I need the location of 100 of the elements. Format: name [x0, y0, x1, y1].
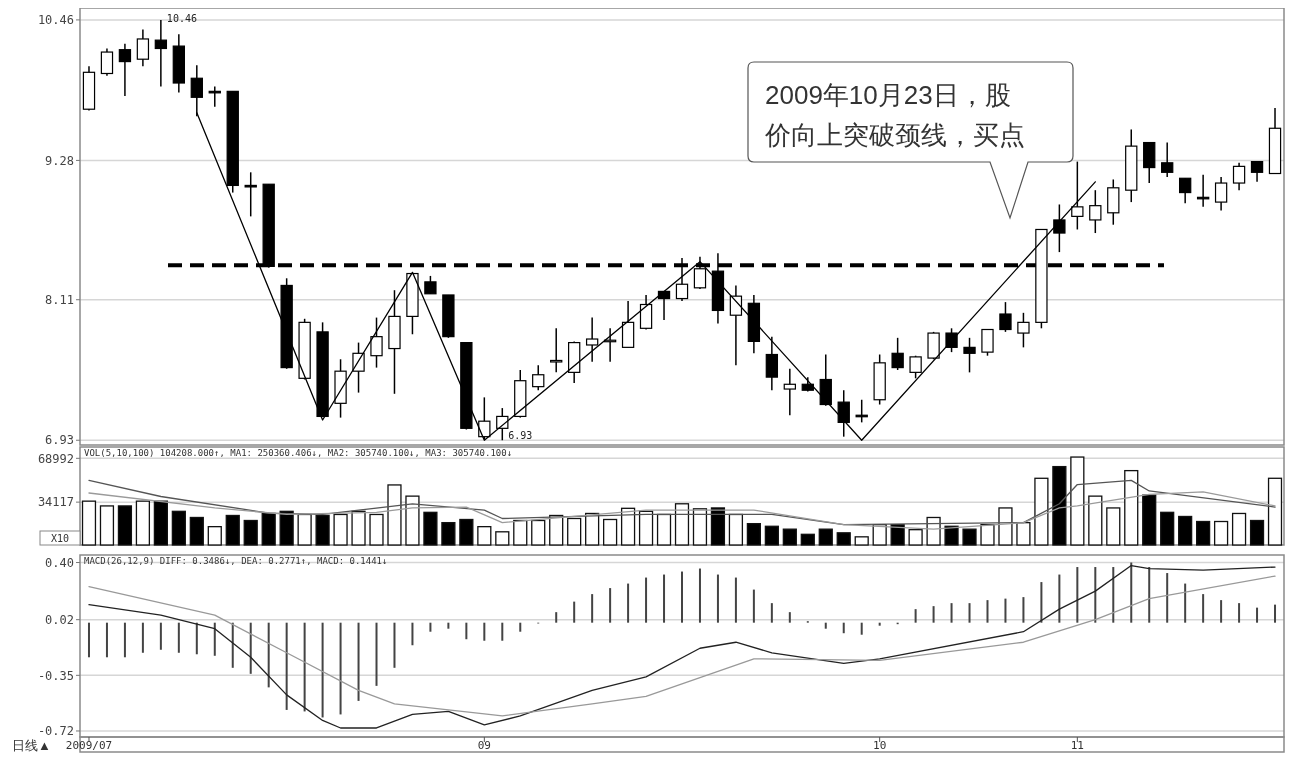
- bar: [333, 513, 348, 546]
- chart-subtitle: MACD(26,12,9) DIFF: 0.3486↓, DEA: 0.2771↑, MACD: 0.1441↓: [84, 556, 388, 566]
- bar: [698, 568, 701, 623]
- candlestick: [1178, 177, 1192, 205]
- bar: [1022, 597, 1025, 623]
- bar: [357, 622, 360, 701]
- bar: [692, 508, 708, 546]
- bar: [375, 622, 378, 686]
- y-tick-label: 10.46: [37, 13, 74, 28]
- bar: [1231, 512, 1247, 546]
- candlestick: [1053, 203, 1066, 253]
- bar: [261, 512, 276, 546]
- y-tick-label: 68992: [37, 451, 74, 466]
- bar: [656, 513, 672, 546]
- bar: [1166, 573, 1169, 623]
- bar: [249, 622, 252, 674]
- bar: [501, 622, 504, 641]
- y-tick-label: 9.28: [45, 153, 74, 168]
- bar: [1076, 567, 1079, 623]
- text: 日线▲: [12, 738, 51, 753]
- bar: [681, 571, 683, 623]
- candlestick: [783, 368, 796, 416]
- bar: [135, 500, 151, 546]
- bar: [1058, 574, 1061, 623]
- bar: [189, 516, 204, 546]
- candlestick: [136, 28, 150, 68]
- bar: [393, 622, 396, 668]
- candlestick: [550, 327, 563, 374]
- candlestick: [765, 335, 779, 391]
- bar: [728, 513, 744, 546]
- candlestick: [639, 294, 653, 331]
- bar: [231, 622, 234, 668]
- bar: [1070, 456, 1085, 546]
- bar: [854, 536, 869, 546]
- candlestick: [1161, 141, 1174, 178]
- bar: [1256, 607, 1259, 623]
- bar: [950, 603, 953, 623]
- bar: [141, 622, 144, 653]
- bar: [1016, 521, 1031, 546]
- bar: [213, 622, 216, 656]
- bar: [1220, 600, 1223, 623]
- bar: [746, 522, 761, 546]
- bar: [663, 574, 666, 623]
- bar: [836, 532, 851, 546]
- x-tick-label: 10: [873, 739, 887, 752]
- candlestick: [981, 328, 994, 357]
- candlestick: [154, 19, 168, 88]
- bar: [1112, 567, 1115, 623]
- bar: [513, 519, 528, 546]
- candlestick: [532, 364, 545, 391]
- annotation: 2009年10月23日，股价向上突破颈线，买点: [764, 80, 1025, 150]
- bar: [477, 526, 492, 546]
- bar: [177, 622, 180, 653]
- candlestick: [963, 337, 976, 374]
- bar: [225, 514, 240, 546]
- bar: [117, 505, 133, 546]
- y-tick-label: 6.93: [45, 433, 74, 448]
- bar: [1202, 594, 1205, 623]
- candlestick: [208, 85, 221, 108]
- bar: [1160, 511, 1175, 546]
- bar: [962, 528, 977, 546]
- bar: [1034, 477, 1049, 546]
- bar: [1249, 519, 1265, 546]
- bar: [87, 622, 90, 658]
- bar: [603, 518, 618, 546]
- bar: [914, 609, 917, 623]
- bar: [860, 622, 863, 635]
- bar: [878, 622, 881, 626]
- y-tick-label: 34117: [37, 495, 74, 510]
- bar: [279, 510, 294, 546]
- bar: [1238, 603, 1241, 623]
- bar: [800, 533, 815, 546]
- bar: [1106, 507, 1121, 546]
- bar: [674, 503, 690, 546]
- bar: [770, 603, 773, 623]
- bar: [932, 606, 935, 623]
- candlestick: [352, 341, 365, 394]
- bar: [1184, 583, 1187, 623]
- bar: [423, 511, 438, 546]
- bar: [752, 589, 755, 623]
- bar: [351, 510, 366, 546]
- line-series: [88, 491, 1276, 530]
- bar: [818, 528, 833, 546]
- candlestick: [1250, 160, 1264, 183]
- candlestick: [585, 316, 599, 363]
- bar: [555, 612, 558, 623]
- bar: [1274, 604, 1277, 623]
- bar: [369, 513, 384, 546]
- bar: [105, 622, 108, 658]
- y-tick-label: 8.11: [45, 292, 74, 307]
- bar: [447, 622, 450, 629]
- bar: [1178, 515, 1193, 546]
- bar: [1088, 495, 1103, 546]
- bar: [243, 519, 258, 546]
- bar: [1040, 582, 1043, 623]
- bar: [321, 622, 324, 718]
- candlestick: [1017, 312, 1030, 349]
- x-tick-label: 11: [1070, 739, 1084, 752]
- line-series: [88, 479, 1276, 526]
- bar: [441, 521, 456, 546]
